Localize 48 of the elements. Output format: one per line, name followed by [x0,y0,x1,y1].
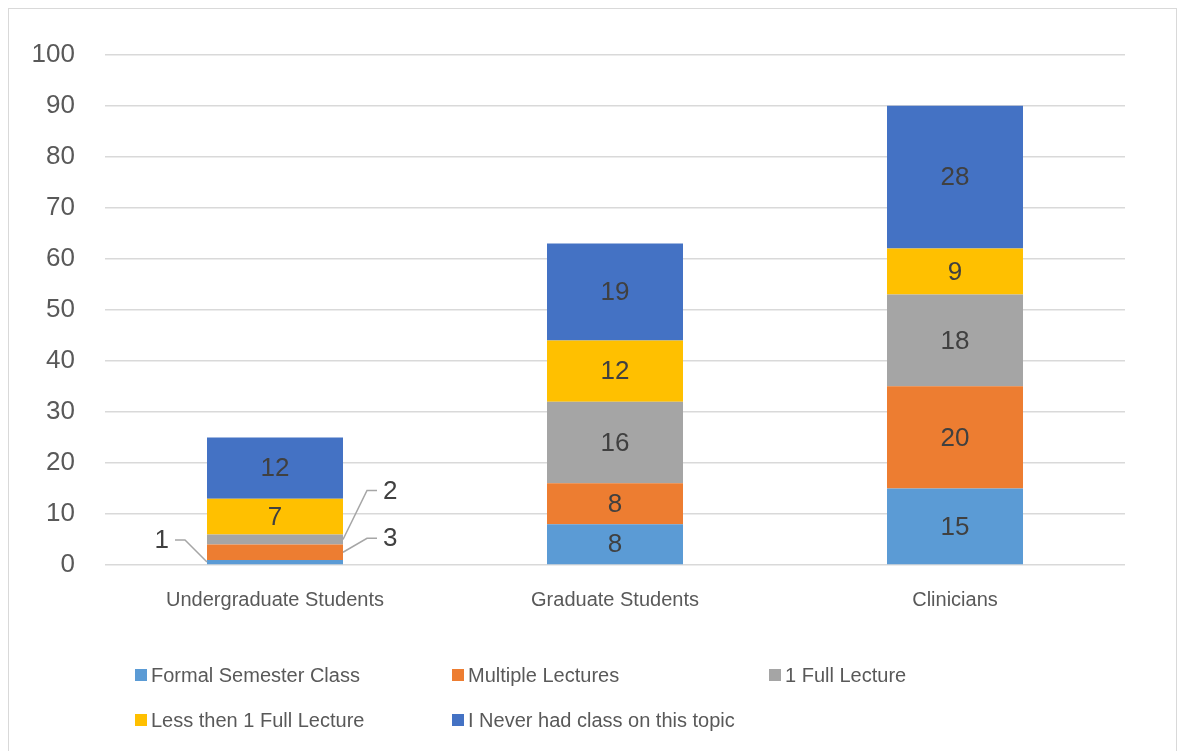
data-label: 19 [600,276,630,307]
x-tick-label: Undergraduate Students [166,587,384,610]
y-tick-label: 0 [60,548,75,579]
x-tick-label: Graduate Students [531,587,699,610]
data-label: 8 [607,528,623,559]
y-tick-label: 40 [46,344,75,375]
bar [547,401,683,484]
y-tick-label: 100 [31,37,75,68]
bar [547,524,683,565]
data-label: 12 [260,452,290,483]
data-label: 12 [600,355,630,386]
bar [887,488,1023,565]
data-label: 20 [940,421,970,452]
y-tick-label: 30 [46,395,75,426]
data-label: 15 [940,510,970,541]
data-label: 8 [607,487,623,518]
legend-label: 1 Full Lecture [785,663,907,686]
y-tick-label: 60 [46,241,75,272]
bar [887,105,1023,249]
legend-label: Formal Semester Class [151,663,360,686]
bar [207,437,343,499]
bar [547,243,683,341]
y-tick-label: 90 [46,88,75,119]
legend-label: Multiple Lectures [468,663,620,686]
bar [207,544,343,560]
data-label: 28 [940,161,970,192]
data-label: 9 [947,255,963,286]
y-tick-label: 50 [46,292,75,323]
bar [547,483,683,525]
bar [887,294,1023,387]
data-label: 1 [154,524,169,555]
bar [887,248,1023,295]
y-tick-label: 80 [46,139,75,170]
bar [547,340,683,402]
y-tick-label: 20 [46,446,75,477]
legend-label: Less then 1 Full Lecture [151,708,365,731]
y-tick-label: 70 [46,190,75,221]
data-label: 3 [383,522,398,553]
bar [207,498,343,535]
data-label: 7 [267,500,283,531]
legend-label: I Never had class on this topic [468,708,735,731]
x-tick-label: Clinicians [912,587,998,610]
y-tick-label: 10 [46,497,75,528]
bar [887,386,1023,489]
data-label: 16 [600,426,630,457]
data-label: 18 [940,324,970,355]
data-label: 2 [383,474,398,505]
bar [207,559,343,565]
